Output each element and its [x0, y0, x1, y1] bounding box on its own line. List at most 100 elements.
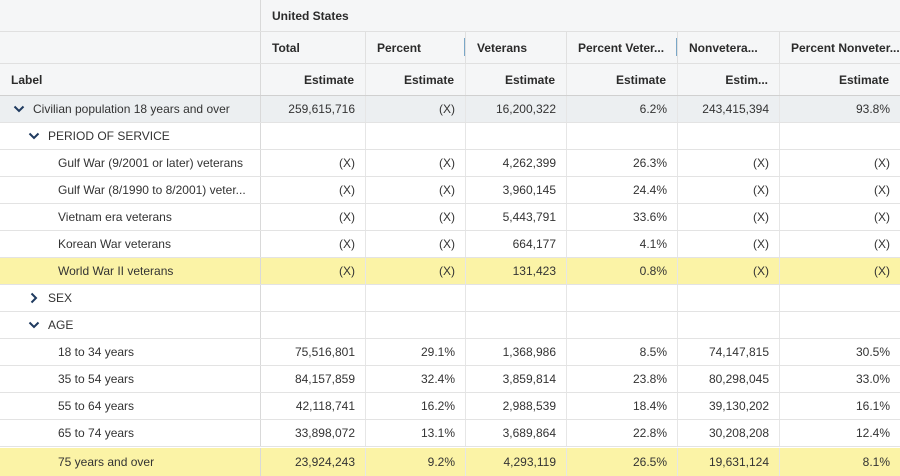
table-cell	[261, 312, 366, 338]
table-cell: 16,200,322	[466, 96, 567, 122]
table-row[interactable]: Civilian population 18 years and over 25…	[0, 96, 900, 123]
table-row[interactable]: 18 to 34 years 75,516,801 29.1% 1,368,98…	[0, 339, 900, 366]
column-resize-handle[interactable]	[464, 38, 465, 56]
table-cell: 3,960,145	[466, 177, 567, 203]
table-cell: 3,859,814	[466, 366, 567, 392]
chevron-right-icon[interactable]	[27, 291, 41, 305]
table-cell	[780, 312, 900, 338]
row-label: Gulf War (8/1990 to 8/2001) veter...	[0, 177, 261, 203]
table-cell: (X)	[678, 231, 780, 257]
column-header-percent-veterans-label: Percent Veter...	[578, 40, 665, 55]
column-header-percent[interactable]: Percent	[366, 32, 466, 63]
geography-header: United States	[272, 8, 349, 23]
column-header-total[interactable]: Total	[261, 32, 366, 63]
column-header-nonveterans[interactable]: Nonvetera...	[678, 32, 780, 63]
table-cell: 8.5%	[567, 339, 678, 365]
table-cell: 26.5%	[567, 448, 678, 476]
table-cell: (X)	[261, 204, 366, 230]
chevron-down-icon[interactable]	[27, 129, 41, 143]
chevron-down-icon[interactable]	[27, 318, 41, 332]
table-cell: (X)	[678, 150, 780, 176]
table-row-highlighted[interactable]: World War II veterans (X) (X) 131,423 0.…	[0, 258, 900, 285]
table-cell: (X)	[261, 177, 366, 203]
table-cell	[678, 123, 780, 149]
table-cell: (X)	[366, 150, 466, 176]
table-cell: (X)	[678, 177, 780, 203]
table-cell: 33.6%	[567, 204, 678, 230]
table-cell	[466, 312, 567, 338]
table-row[interactable]: SEX	[0, 285, 900, 312]
table-cell: (X)	[261, 258, 366, 284]
table-row[interactable]: Vietnam era veterans (X) (X) 5,443,791 3…	[0, 204, 900, 231]
row-label: AGE	[0, 312, 261, 338]
row-label: 55 to 64 years	[0, 393, 261, 419]
table-cell: 42,118,741	[261, 393, 366, 419]
table-cell: 13.1%	[366, 420, 466, 446]
table-cell: 12.4%	[855, 426, 890, 440]
table-cell: 4.1%	[567, 231, 678, 257]
table-row[interactable]: Gulf War (8/1990 to 8/2001) veter... (X)…	[0, 177, 900, 204]
table-row[interactable]: 35 to 54 years 84,157,859 32.4% 3,859,81…	[0, 366, 900, 393]
table-cell: 4,293,119	[466, 448, 567, 476]
table-cell: 16.2%	[366, 393, 466, 419]
table-row[interactable]: 55 to 64 years 42,118,741 16.2% 2,988,53…	[0, 393, 900, 420]
table-cell: (X)	[366, 177, 466, 203]
table-cell: 243,415,394	[678, 96, 780, 122]
column-header-veterans[interactable]: Veterans	[466, 32, 567, 63]
table-cell	[466, 123, 567, 149]
table-cell	[261, 285, 366, 311]
row-label: PERIOD OF SERVICE	[0, 123, 261, 149]
column-header-percent-veterans[interactable]: Percent Veter...	[567, 32, 678, 63]
row-label: 18 to 34 years	[0, 339, 261, 365]
table-cell: 84,157,859	[261, 366, 366, 392]
table-cell: 16.1%	[855, 399, 890, 413]
table-cell: (X)	[366, 204, 466, 230]
table-cell	[780, 285, 900, 311]
table-cell	[780, 123, 900, 149]
table-cell: 39,130,202	[678, 393, 780, 419]
table-cell: 131,423	[466, 258, 567, 284]
table-cell: 33.0%	[855, 372, 890, 386]
table-cell: 75,516,801	[261, 339, 366, 365]
table-cell	[678, 285, 780, 311]
row-label: Vietnam era veterans	[0, 204, 261, 230]
column-header-row: Total Percent Veterans Percent Veter... …	[0, 32, 900, 64]
table-cell: 26.3%	[567, 150, 678, 176]
table-cell: 33,898,072	[261, 420, 366, 446]
estimate-header: Estim...	[678, 64, 780, 95]
table-cell: 19,631,124	[678, 448, 780, 476]
geography-header-row: United States	[0, 0, 900, 32]
row-label-text: AGE	[48, 318, 74, 332]
label-column-header[interactable]: Label	[0, 64, 261, 95]
column-header-percent-nonveterans[interactable]: Percent Nonveter...	[791, 40, 900, 55]
table-cell: 5,443,791	[466, 204, 567, 230]
table-row[interactable]: Korean War veterans (X) (X) 664,177 4.1%…	[0, 231, 900, 258]
table-cell: 93.8%	[855, 102, 890, 116]
table-cell: (X)	[366, 258, 466, 284]
table-cell: 2,988,539	[466, 393, 567, 419]
table-row[interactable]: PERIOD OF SERVICE	[0, 123, 900, 150]
table-cell: 1,368,986	[466, 339, 567, 365]
table-cell: 23.8%	[567, 366, 678, 392]
table-cell: (X)	[874, 264, 890, 278]
table-cell: (X)	[261, 231, 366, 257]
column-resize-handle[interactable]	[676, 38, 677, 56]
table-cell	[567, 123, 678, 149]
row-label: Korean War veterans	[0, 231, 261, 257]
table-row[interactable]: Gulf War (9/2001 or later) veterans (X) …	[0, 150, 900, 177]
table-row[interactable]: AGE	[0, 312, 900, 339]
row-label: 65 to 74 years	[0, 420, 261, 446]
table-cell: 0.8%	[567, 258, 678, 284]
table-cell: (X)	[678, 258, 780, 284]
table-cell	[466, 285, 567, 311]
table-cell	[567, 285, 678, 311]
table-cell: 74,147,815	[678, 339, 780, 365]
column-header-percent-label: Percent	[377, 40, 422, 55]
row-label-text: PERIOD OF SERVICE	[48, 129, 170, 143]
table-cell: 29.1%	[366, 339, 466, 365]
table-cell: 259,615,716	[261, 96, 366, 122]
table-cell: (X)	[366, 231, 466, 257]
chevron-down-icon[interactable]	[12, 102, 26, 116]
table-row-highlighted[interactable]: 75 years and over 23,924,243 9.2% 4,293,…	[0, 448, 900, 476]
table-row[interactable]: 65 to 74 years 33,898,072 13.1% 3,689,86…	[0, 420, 900, 447]
